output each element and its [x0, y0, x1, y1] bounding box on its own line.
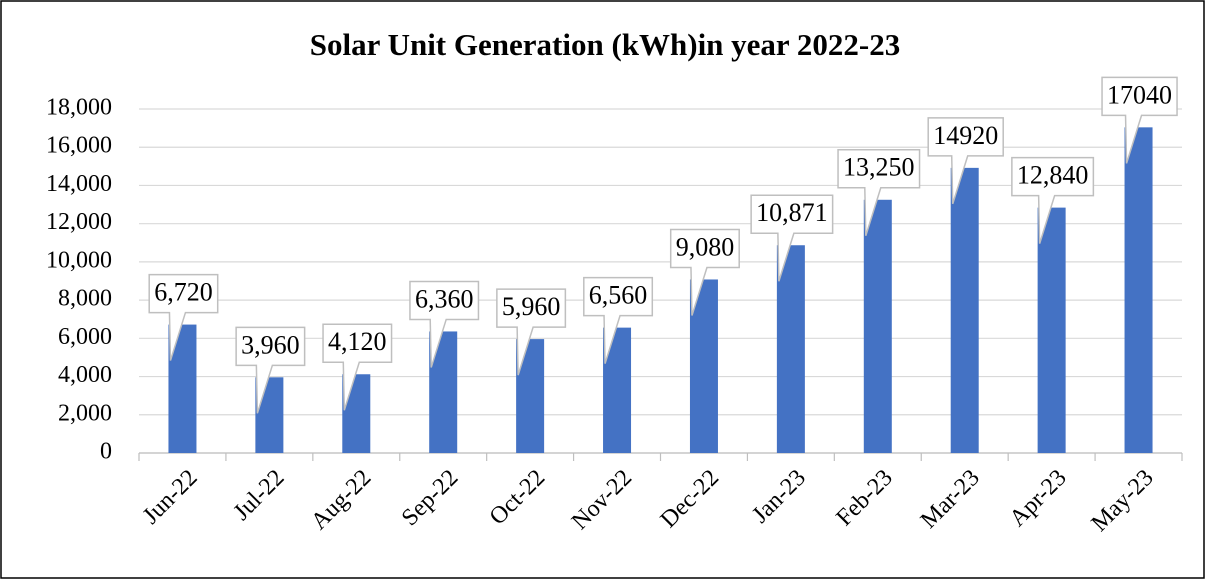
- callout-box: [409, 280, 480, 368]
- bar: [1124, 127, 1153, 453]
- y-tick-label: 18,000: [46, 95, 112, 121]
- data-label: 3,960: [241, 330, 300, 359]
- data-label-callout: 3,960: [235, 326, 306, 414]
- y-tick-label: 8,000: [58, 286, 112, 312]
- data-label: 13,250: [843, 153, 915, 182]
- y-tick-label: 0: [100, 439, 112, 465]
- bar: [950, 167, 979, 453]
- data-label-callout: 14920: [927, 117, 1004, 205]
- data-label-callout: 4,120: [322, 323, 393, 411]
- y-tick-label: 14,000: [46, 171, 112, 197]
- data-label-callout: 17040: [1101, 76, 1178, 164]
- data-label-callout: 9,080: [669, 228, 740, 316]
- data-label: 12,840: [1017, 161, 1089, 190]
- y-tick-label: 12,000: [46, 209, 112, 235]
- callout-box: [1011, 156, 1095, 244]
- data-label: 14920: [933, 121, 998, 150]
- data-label-callout: 5,960: [496, 288, 567, 376]
- data-label: 6,560: [589, 281, 648, 310]
- callout-box: [583, 276, 654, 364]
- y-tick-label: 4,000: [58, 362, 112, 388]
- data-label-callout: 12,840: [1011, 156, 1095, 244]
- y-tick-label: 6,000: [58, 324, 112, 350]
- callout-box: [927, 117, 1004, 205]
- callout-box: [235, 326, 306, 414]
- data-label: 6,360: [415, 284, 474, 313]
- data-label: 10,871: [756, 198, 828, 227]
- data-label-callout: 6,360: [409, 280, 480, 368]
- data-label: 17040: [1107, 80, 1172, 109]
- callout-box: [837, 149, 921, 237]
- bar: [1037, 207, 1066, 453]
- data-label: 5,960: [502, 292, 561, 321]
- y-tick-label: 16,000: [46, 133, 112, 159]
- callout-box: [496, 288, 567, 376]
- bar: [776, 245, 805, 453]
- data-label-callout: 13,250: [837, 149, 921, 237]
- chart-title: Solar Unit Generation (kWh)in year 2022-…: [310, 27, 900, 62]
- data-label: 9,080: [676, 232, 735, 261]
- callout-box: [1101, 76, 1178, 164]
- callout-box: [669, 228, 740, 316]
- data-label-callout: 6,560: [583, 276, 654, 364]
- data-label-callout: 10,871: [750, 194, 834, 282]
- data-label: 4,120: [328, 327, 387, 356]
- callout-box: [750, 194, 834, 282]
- callout-box: [322, 323, 393, 411]
- data-label: 6,720: [154, 278, 213, 307]
- y-tick-label: 10,000: [46, 247, 112, 273]
- callout-box: [148, 273, 219, 361]
- y-tick-label: 2,000: [58, 400, 112, 426]
- bar: [863, 199, 892, 453]
- data-label-callout: 6,720: [148, 273, 219, 361]
